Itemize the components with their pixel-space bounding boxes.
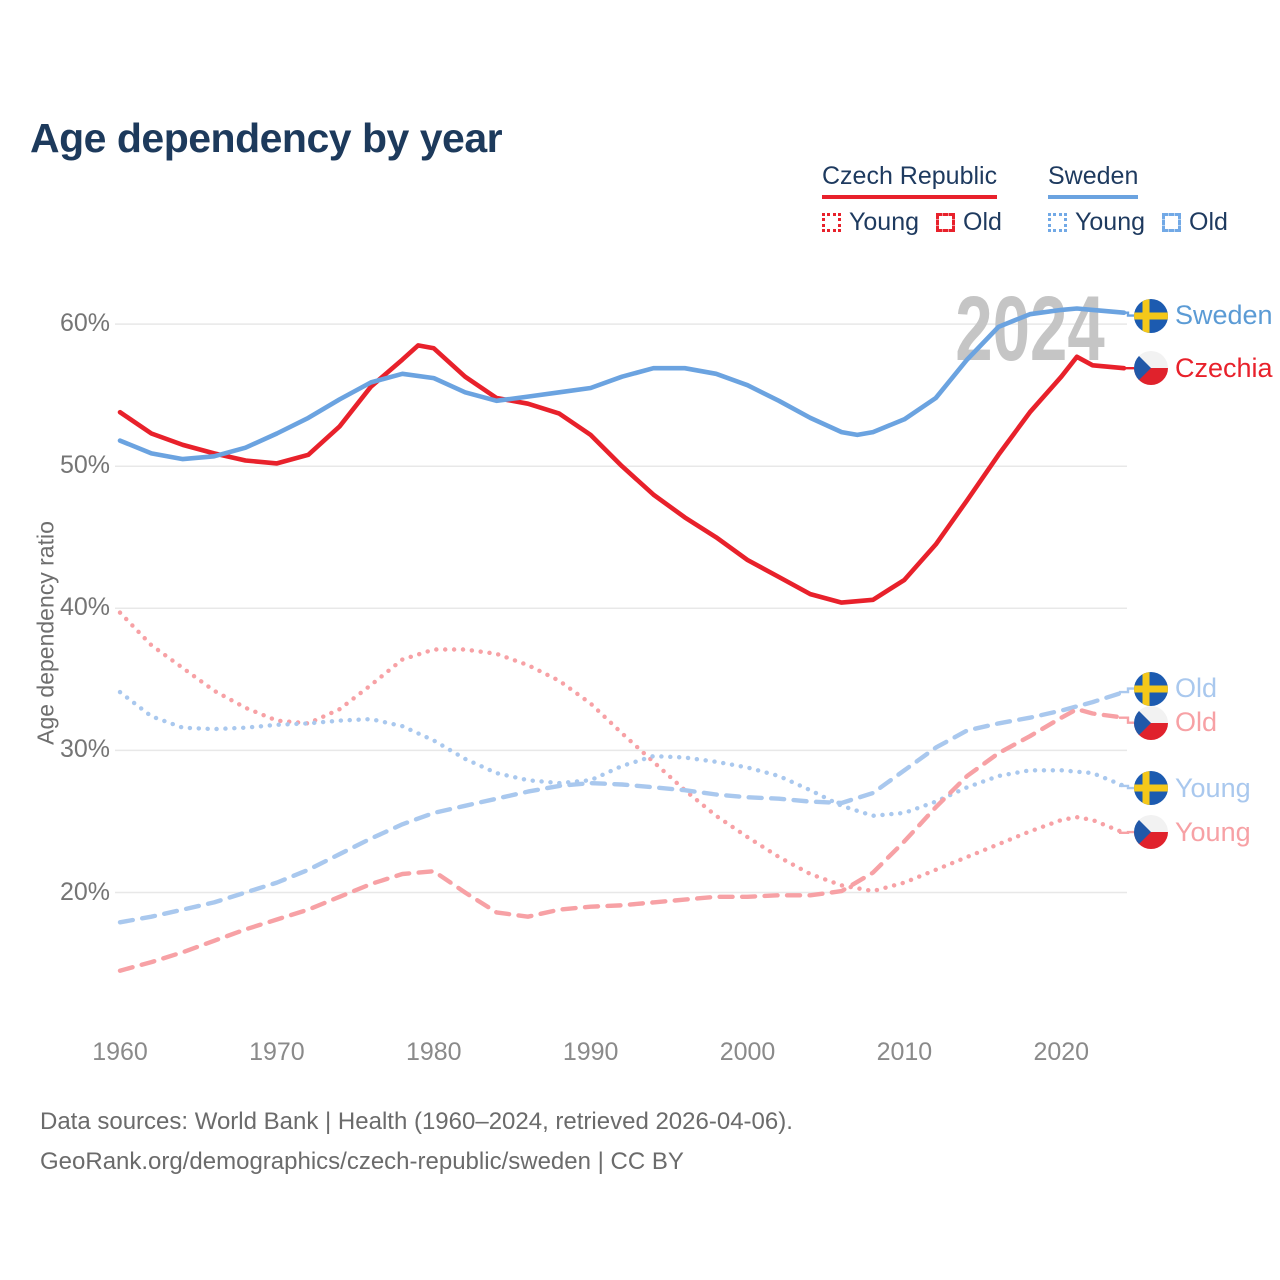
line-label-sweden-sweden: Sweden — [1134, 298, 1273, 333]
line-label-text: Old — [1175, 707, 1218, 738]
y-tick-label: 30% — [59, 735, 110, 764]
x-tick-label: 1990 — [562, 1038, 619, 1066]
line-label-sweden-old: Old — [1134, 671, 1218, 706]
sweden-young-dotted-swatch — [1048, 213, 1067, 232]
series-line-sweden-young — [117, 689, 1127, 818]
line-label-text: Czechia — [1175, 352, 1273, 383]
czech-young-dotted-swatch — [822, 213, 841, 232]
legend-group-czech-republic: Czech Republic Young Old — [822, 162, 1002, 237]
legend-czech-old-label: Old — [963, 208, 1002, 236]
czech-old-dashed-swatch — [936, 213, 955, 232]
line-label-sweden-young: Young — [1134, 771, 1251, 806]
line-label-text: Young — [1175, 816, 1251, 847]
czechia-flag-icon — [1134, 705, 1168, 740]
czechia-flag-icon — [1134, 351, 1168, 386]
x-tick-label: 2020 — [1033, 1038, 1090, 1066]
legend-sweden-young-label: Young — [1075, 208, 1145, 236]
line-label-czechia-old: Old — [1134, 705, 1218, 740]
y-tick-label: 40% — [59, 593, 110, 622]
y-axis-label: Age dependency ratio — [32, 521, 59, 745]
czechia-flag-icon — [1134, 815, 1168, 850]
x-tick-label: 1960 — [92, 1038, 148, 1066]
label-connector — [1119, 716, 1134, 724]
sweden-flag-icon — [1134, 671, 1168, 706]
series-line-sweden-old — [117, 689, 1127, 925]
x-tick-label: 1970 — [249, 1038, 305, 1066]
series-line-czech-republic-young — [117, 610, 1127, 894]
x-tick-label: 2000 — [719, 1038, 776, 1066]
legend-sweden-row: Young Old — [1048, 208, 1228, 237]
chart-title: Age dependency by year — [30, 115, 503, 162]
y-tick-label: 20% — [59, 877, 110, 906]
line-label-czechia-young: Young — [1134, 815, 1251, 850]
sweden-flag-icon — [1134, 771, 1168, 806]
legend-czech-row: Young Old — [822, 208, 1002, 237]
legend-group-sweden: Sweden Young Old — [1048, 162, 1228, 237]
series-line-czech-republic-old — [117, 707, 1127, 973]
legend-czech-young-label: Young — [849, 208, 919, 236]
x-tick-label: 1980 — [405, 1038, 462, 1066]
legend-sweden-old-label: Old — [1189, 208, 1228, 236]
footer-attribution: GeoRank.org/demographics/czech-republic/… — [40, 1148, 684, 1175]
x-tick-label: 2010 — [876, 1038, 933, 1066]
line-label-czechia-czechia: Czechia — [1134, 351, 1273, 386]
watermark-2024: 2024 — [955, 278, 1105, 380]
label-connector — [1119, 687, 1134, 694]
label-connector — [1119, 784, 1134, 790]
sweden-flag-icon — [1134, 298, 1168, 333]
sweden-old-dashed-swatch — [1162, 213, 1181, 232]
line-label-text: Old — [1175, 673, 1218, 704]
legend-czech-republic-header: Czech Republic — [822, 162, 998, 199]
footer-data-sources: Data sources: World Bank | Health (1960–… — [40, 1108, 793, 1135]
y-tick-label: 60% — [59, 309, 110, 338]
line-label-text: Young — [1175, 772, 1251, 803]
line-label-text: Sweden — [1175, 300, 1273, 331]
label-connector — [1119, 311, 1134, 317]
series-line-czech-republic-total — [117, 343, 1127, 605]
legend-sweden-header: Sweden — [1048, 162, 1139, 199]
label-connector — [1119, 830, 1134, 834]
y-tick-label: 50% — [59, 451, 110, 480]
